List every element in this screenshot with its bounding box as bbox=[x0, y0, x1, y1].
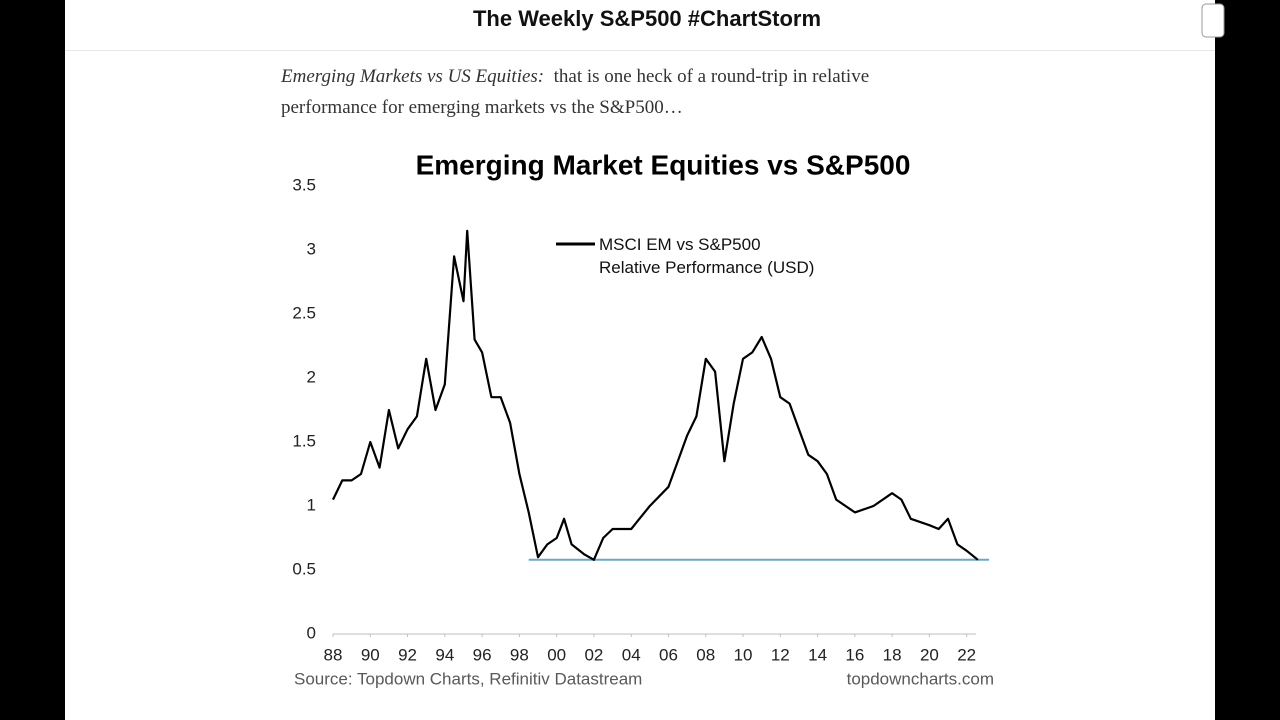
x-tick-label: 88 bbox=[324, 645, 343, 664]
x-tick-label: 96 bbox=[473, 645, 492, 664]
y-tick-label: 0.5 bbox=[292, 559, 316, 578]
intro-paragraph: Emerging Markets vs US Equities: that is… bbox=[281, 61, 921, 123]
x-tick-label: 94 bbox=[435, 645, 454, 664]
x-tick-label: 90 bbox=[361, 645, 380, 664]
x-tick-label: 10 bbox=[734, 645, 753, 664]
legend-label: MSCI EM vs S&P500 Relative Performance (… bbox=[599, 235, 815, 277]
series-line bbox=[332, 229, 979, 561]
x-tick-label: 00 bbox=[547, 645, 566, 664]
x-tick-label: 12 bbox=[771, 645, 790, 664]
y-tick-label: 3.5 bbox=[292, 175, 316, 194]
chart-title: Emerging Market Equities vs S&P500 bbox=[416, 149, 911, 180]
x-tick-label: 98 bbox=[510, 645, 529, 664]
y-tick-label: 2.5 bbox=[292, 303, 316, 322]
x-tick-label: 14 bbox=[808, 645, 827, 664]
x-tick-label: 06 bbox=[659, 645, 678, 664]
page-background bbox=[65, 0, 1215, 720]
intro-text: that is one heck of a round-trip in rela… bbox=[281, 66, 870, 118]
y-tick-label: 3 bbox=[307, 239, 316, 258]
y-tick-label: 0 bbox=[307, 623, 316, 642]
x-tick-label: 22 bbox=[957, 645, 976, 664]
chart-website: topdowncharts.com bbox=[847, 669, 994, 688]
x-tick-label: 02 bbox=[584, 645, 603, 664]
y-tick-label: 2 bbox=[307, 367, 316, 386]
intro-label: Emerging Markets vs US Equities: bbox=[281, 66, 545, 87]
x-tick-label: 92 bbox=[398, 645, 417, 664]
y-tick-label: 1.5 bbox=[292, 431, 316, 450]
x-tick-label: 04 bbox=[622, 645, 641, 664]
y-tick-label: 1 bbox=[307, 495, 316, 514]
x-tick-label: 18 bbox=[883, 645, 902, 664]
header-title: The Weekly S&P500 #ChartStorm bbox=[473, 6, 821, 31]
x-tick-label: 08 bbox=[696, 645, 715, 664]
chart-source: Source: Topdown Charts, Refinitiv Datast… bbox=[294, 669, 642, 688]
x-tick-label: 20 bbox=[920, 645, 939, 664]
header-button[interactable] bbox=[1201, 3, 1225, 38]
x-tick-label: 16 bbox=[845, 645, 864, 664]
